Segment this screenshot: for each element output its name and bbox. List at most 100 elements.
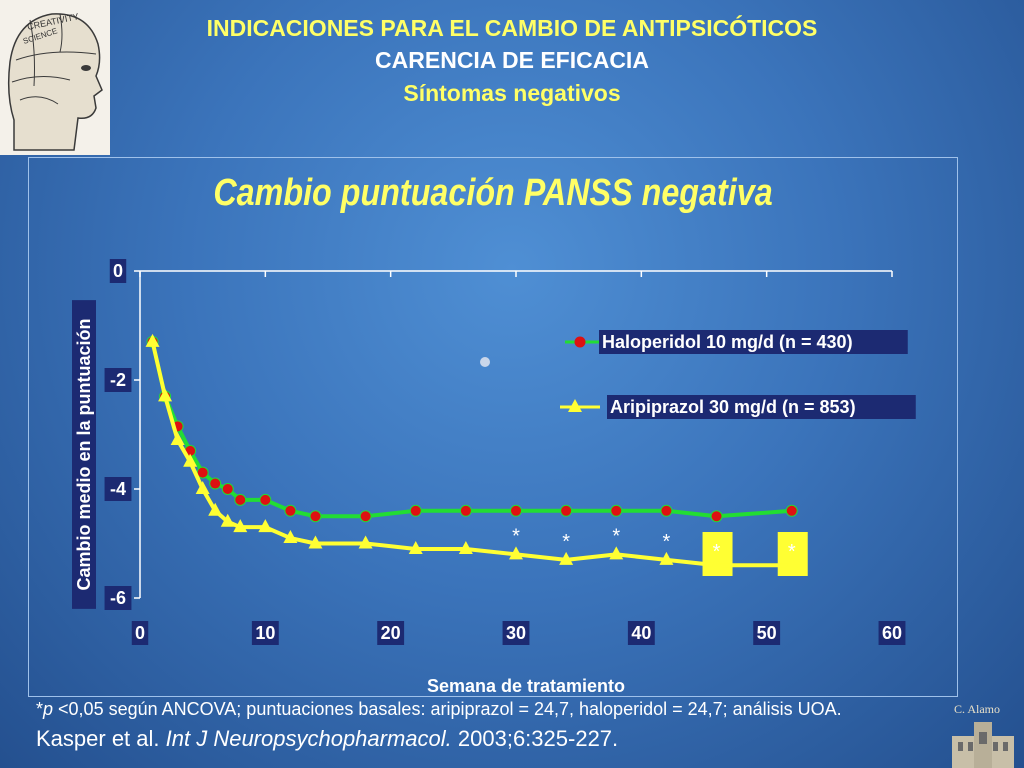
header-subtitle: CARENCIA DE EFICACIA xyxy=(375,47,649,73)
citation-details: 2003;6:325-227. xyxy=(451,726,619,751)
chart-frame xyxy=(28,157,958,697)
aripiprazol-point xyxy=(784,557,799,571)
footnote-asterisk: * xyxy=(36,699,44,719)
aripiprazol-point xyxy=(659,551,674,565)
haloperidol-point xyxy=(560,504,573,517)
citation: Kasper et al. Int J Neuropsychopharmacol… xyxy=(36,726,618,752)
aripiprazol-point xyxy=(233,519,248,533)
haloperidol-point xyxy=(359,510,372,523)
haloperidol-point xyxy=(785,504,798,517)
x-axis-title-group: Semana de tratamiento xyxy=(427,676,625,696)
haloperidol-point xyxy=(209,477,222,490)
footnote-text: <0,05 según ANCOVA; puntuaciones basales… xyxy=(53,699,842,719)
legend-label-2-bg xyxy=(607,395,916,419)
footnote-p: p xyxy=(43,699,54,719)
y-tick-label-group: -4 xyxy=(104,477,132,501)
phrenology-head-icon: CREATIVITY SCIENCE xyxy=(7,11,103,151)
legend-marker-haloperidol xyxy=(574,336,586,348)
y-tick-label-group: -2 xyxy=(104,368,132,392)
x-tick-label-group: 50 xyxy=(753,621,781,645)
y-axis-title-group: Cambio medio en la puntuación xyxy=(72,300,96,609)
x-tick-label: 30 xyxy=(506,623,526,643)
significance-asterisk: * xyxy=(788,541,796,563)
significance-asterisk: * xyxy=(713,541,721,563)
citation-journal: Int J Neuropsychopharmacol. xyxy=(165,726,452,751)
y-tick-label-bg xyxy=(104,368,132,392)
x-tick-label: 10 xyxy=(255,623,275,643)
legend-label-1: Haloperidol 10 mg/d (n = 430) xyxy=(602,332,853,352)
aripiprazol-point xyxy=(609,546,624,560)
x-tick-label-group: 60 xyxy=(878,621,906,645)
x-tick-label-group: 20 xyxy=(377,621,405,645)
y-tick-label: 0 xyxy=(113,261,123,281)
series-line-1 xyxy=(150,341,792,519)
y-tick-label-bg xyxy=(109,259,127,283)
significance-asterisk: * xyxy=(663,531,671,553)
significance-asterisk: * xyxy=(612,525,620,547)
decorative-dot xyxy=(480,357,490,367)
x-tick-label-bg xyxy=(627,621,655,645)
haloperidol-point xyxy=(660,504,673,517)
aripiprazol-point xyxy=(358,535,373,549)
aripiprazol-point xyxy=(709,557,724,571)
legend-marker-aripiprazol xyxy=(568,399,582,412)
chart-title: Cambio puntuación PANSS negativa xyxy=(213,172,773,214)
x-tick-label: 40 xyxy=(631,623,651,643)
haloperidol-point xyxy=(309,510,322,523)
aripiprazol-point xyxy=(559,551,574,565)
haloperidol-point xyxy=(510,504,522,517)
y-axis-title-bg xyxy=(72,300,96,609)
aripiprazol-point xyxy=(258,519,273,533)
aripiprazol-point xyxy=(145,333,160,347)
x-tick-label-bg xyxy=(131,621,149,645)
aripiprazol-point xyxy=(183,453,198,467)
haloperidol-point xyxy=(284,504,297,517)
y-axis-title: Cambio medio en la puntuación xyxy=(74,318,94,590)
x-axis-title: Semana de tratamiento xyxy=(427,676,625,696)
legend-label-2-group: Aripiprazol 30 mg/d (n = 853) xyxy=(607,395,916,419)
y-tick-label: -4 xyxy=(110,479,126,499)
haloperidol-point xyxy=(409,504,422,517)
series-line-2 xyxy=(150,341,792,568)
aripiprazol-point xyxy=(283,530,298,544)
x-tick-label-bg xyxy=(753,621,781,645)
x-tick-label-bg xyxy=(377,621,405,645)
y-tick-label: -2 xyxy=(110,370,126,390)
header-topic: Síntomas negativos xyxy=(403,80,621,106)
citation-authors: Kasper et al. xyxy=(36,726,166,751)
x-tick-label: 60 xyxy=(882,623,902,643)
x-tick-label-group: 10 xyxy=(251,621,279,645)
aripiprazol-point xyxy=(208,502,223,516)
y-tick-label-group: -6 xyxy=(104,586,132,610)
x-tick-label-bg xyxy=(251,621,279,645)
aripiprazol-point xyxy=(195,481,210,494)
haloperidol-point xyxy=(234,493,247,506)
aripiprazol-point xyxy=(308,535,323,549)
building-icon xyxy=(952,722,1014,768)
aripiprazol-point xyxy=(408,540,423,554)
legend-label-1-bg xyxy=(599,330,908,354)
aripiprazol-point xyxy=(220,513,235,527)
y-tick-label-bg xyxy=(104,477,132,501)
legend-label-1-group: Haloperidol 10 mg/d (n = 430) xyxy=(599,330,908,354)
aripiprazol-point xyxy=(158,388,173,402)
header-title: INDICACIONES PARA EL CAMBIO DE ANTIPSICÓ… xyxy=(206,15,818,41)
aripiprazol-point xyxy=(509,546,523,560)
x-tick-label: 50 xyxy=(757,623,777,643)
slide-header: INDICACIONES PARA EL CAMBIO DE ANTIPSICÓ… xyxy=(110,12,914,110)
x-tick-label-bg xyxy=(878,621,906,645)
x-tick-label-group: 40 xyxy=(627,621,655,645)
significance-asterisk: * xyxy=(512,525,520,547)
haloperidol-point xyxy=(259,493,272,506)
haloperidol-point xyxy=(221,483,234,495)
footnote: *p <0,05 según ANCOVA; puntuaciones basa… xyxy=(36,699,842,720)
x-tick-label: 20 xyxy=(381,623,401,643)
aripiprazol-point xyxy=(170,431,185,445)
haloperidol-point xyxy=(610,504,623,517)
x-tick-label-group: 0 xyxy=(131,621,149,645)
significance-asterisk: * xyxy=(562,531,570,553)
haloperidol-point xyxy=(710,510,723,523)
author-mark: C. Alamo xyxy=(954,702,1001,716)
phrenology-logo: CREATIVITY SCIENCE xyxy=(0,0,110,155)
